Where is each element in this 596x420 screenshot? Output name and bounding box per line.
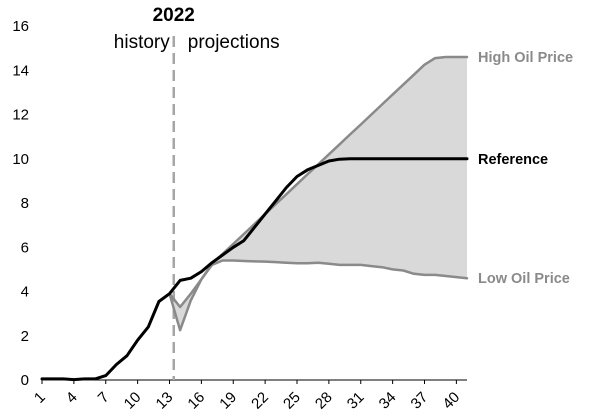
x-tick-label: 19 <box>216 389 240 413</box>
x-tick-label: 16 <box>184 389 208 413</box>
band-area <box>169 56 467 331</box>
y-tick-label: 12 <box>12 107 29 124</box>
x-tick-label: 28 <box>312 389 336 413</box>
x-tick-label: 31 <box>344 389 368 413</box>
x-tick-label: 34 <box>376 389 400 413</box>
series-label-reference: Reference <box>478 152 548 168</box>
series-line-reference <box>40 157 469 382</box>
y-tick-labels: 0 2 4 6 8 10 12 14 16 <box>12 18 29 389</box>
series-line-low-oil-price <box>40 259 469 381</box>
series-label-high-oil-price: High Oil Price <box>478 50 573 66</box>
x-tick-label: 13 <box>153 389 177 413</box>
x-tick-label: 37 <box>408 389 432 413</box>
series-labels: High Oil Price Reference Low Oil Price <box>478 50 573 287</box>
projections-label: projections <box>188 32 280 53</box>
x-tick-label: 7 <box>95 389 113 407</box>
x-tick-label: 1 <box>31 389 49 407</box>
history-projection-divider: 2022 history projections <box>114 5 280 380</box>
divider-year-label: 2022 <box>153 5 195 26</box>
y-tick-label: 2 <box>21 328 29 345</box>
y-tick-label: 16 <box>12 18 29 35</box>
y-tick-label: 4 <box>21 284 29 301</box>
x-tick-label: 10 <box>121 389 145 413</box>
x-tick-label: 22 <box>248 389 272 413</box>
projection-band <box>169 56 467 331</box>
x-tick-label: 25 <box>280 389 304 413</box>
x-tick-labels: 1 4 7 10 13 16 19 22 25 28 31 34 37 40 <box>31 389 463 413</box>
axes <box>41 379 467 384</box>
y-tick-label: 6 <box>21 239 29 256</box>
y-tick-label: 0 <box>21 372 29 389</box>
x-tick-label: 4 <box>63 389 81 407</box>
series-lines <box>40 55 469 382</box>
y-tick-label: 10 <box>12 151 29 168</box>
x-tick-label: 40 <box>439 389 463 413</box>
series-label-low-oil-price: Low Oil Price <box>478 271 570 287</box>
history-label: history <box>114 32 170 53</box>
y-tick-label: 8 <box>21 195 29 212</box>
y-tick-label: 14 <box>12 62 29 79</box>
